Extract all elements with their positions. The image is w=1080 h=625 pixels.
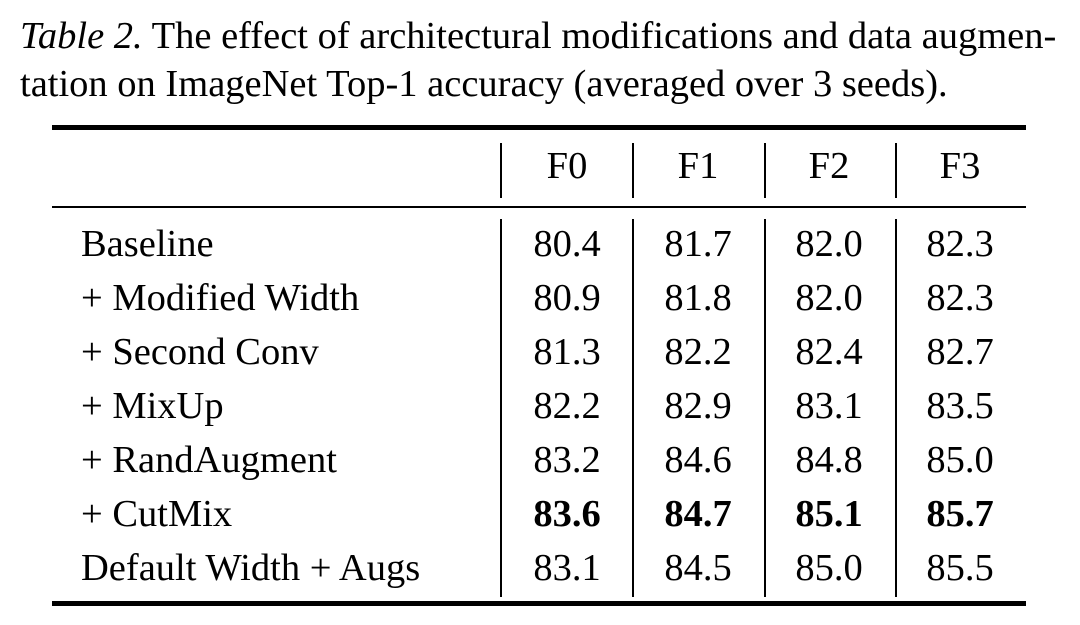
column-header: F0 — [546, 145, 588, 187]
column-divider — [632, 143, 634, 198]
row-label: Baseline — [81, 223, 214, 265]
row-label: + CutMix — [81, 493, 233, 535]
table-cell: 84.6 — [664, 439, 732, 481]
row-label: + RandAugment — [81, 439, 337, 481]
table-cell: 85.0 — [795, 547, 863, 589]
header-rule — [52, 206, 1026, 208]
table-cell: 83.2 — [533, 439, 601, 481]
column-divider — [895, 143, 897, 198]
table-cell: 82.7 — [926, 331, 994, 373]
row-label: + MixUp — [81, 385, 224, 427]
table-cell: 85.1 — [795, 493, 863, 535]
table-cell: 81.7 — [664, 223, 732, 265]
column-header: F2 — [808, 145, 850, 187]
table-cell: 80.4 — [533, 223, 601, 265]
table-caption: Table 2. The effect of architectural mod… — [20, 12, 1065, 108]
table-cell: 84.8 — [795, 439, 863, 481]
table-cell: 82.0 — [795, 223, 863, 265]
table-cell: 83.5 — [926, 385, 994, 427]
caption-label: Table 2. — [20, 15, 143, 57]
table-cell: 82.2 — [533, 385, 601, 427]
table-cell: 82.3 — [926, 277, 994, 319]
table-cell: 80.9 — [533, 277, 601, 319]
table-cell: 84.5 — [664, 547, 732, 589]
row-label: + Modified Width — [81, 277, 360, 319]
table-cell: 83.6 — [533, 493, 601, 535]
caption-text-2: tation on ImageNet Top-1 accuracy (avera… — [20, 63, 948, 105]
column-header: F1 — [677, 145, 719, 187]
row-label: Default Width + Augs — [81, 547, 421, 589]
column-divider — [895, 219, 897, 597]
table-cell: 82.3 — [926, 223, 994, 265]
column-header: F3 — [939, 145, 981, 187]
table-cell: 85.0 — [926, 439, 994, 481]
top-rule — [52, 125, 1026, 130]
table-cell: 82.2 — [664, 331, 732, 373]
table-cell: 81.8 — [664, 277, 732, 319]
column-divider — [632, 219, 634, 597]
column-divider — [500, 143, 502, 198]
table-cell: 84.7 — [664, 493, 732, 535]
table-cell: 82.9 — [664, 385, 732, 427]
table-cell: 83.1 — [795, 385, 863, 427]
row-label: + Second Conv — [81, 331, 319, 373]
table-cell: 85.7 — [926, 493, 994, 535]
caption-text-1: The effect of architectural modification… — [142, 15, 1057, 57]
column-divider — [764, 143, 766, 198]
table-cell: 83.1 — [533, 547, 601, 589]
table-cell: 81.3 — [533, 331, 601, 373]
table-cell: 85.5 — [926, 547, 994, 589]
table-cell: 82.0 — [795, 277, 863, 319]
column-divider — [764, 219, 766, 597]
column-divider — [500, 219, 502, 597]
bottom-rule — [52, 601, 1026, 606]
table-cell: 82.4 — [795, 331, 863, 373]
caption-line-1: Table 2. The effect of architectural mod… — [20, 12, 1065, 60]
